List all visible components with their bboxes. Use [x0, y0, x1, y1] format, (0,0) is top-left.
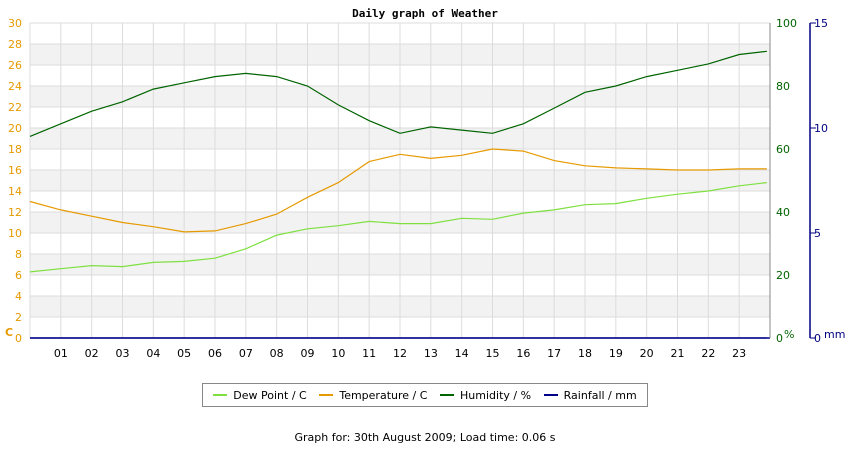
legend-item: Humidity / % — [440, 389, 531, 402]
y-left-tick-label: 2 — [15, 311, 22, 324]
legend-swatch — [440, 394, 455, 396]
y-right1-tick-label: 20 — [776, 269, 790, 282]
gridlines — [29, 22, 771, 339]
y-right2-tick-label: 10 — [814, 122, 828, 135]
y-right2-unit-label: mm — [824, 328, 845, 341]
x-tick-label: 14 — [455, 347, 469, 360]
x-tick-label: 09 — [301, 347, 315, 360]
legend-label: Temperature / C — [339, 388, 428, 402]
y-left-tick-label: 16 — [8, 164, 22, 177]
legend-item: Dew Point / C — [213, 388, 307, 402]
x-tick-label: 23 — [732, 347, 746, 360]
y-left-tick-label: 22 — [8, 101, 22, 114]
y-right2-tick-label: 5 — [814, 227, 821, 240]
x-tick-label: 05 — [177, 347, 191, 360]
x-tick-label: 17 — [547, 347, 561, 360]
y-left-tick-label: 28 — [8, 38, 22, 51]
x-tick-label: 15 — [486, 347, 500, 360]
y-right2-tick-label: 0 — [814, 332, 821, 345]
x-tick-label: 01 — [54, 347, 68, 360]
y-right1-tick-label: 0 — [776, 332, 783, 345]
y-right1-tick-label: 60 — [776, 143, 790, 156]
x-tick-label: 03 — [116, 347, 130, 360]
legend-label: Humidity / % — [460, 388, 532, 402]
x-tick-label: 10 — [331, 347, 345, 360]
legend-label: Dew Point / C — [233, 388, 307, 402]
x-tick-label: 16 — [516, 347, 530, 360]
x-tick-label: 04 — [146, 347, 160, 360]
y-left-tick-label: 4 — [15, 290, 22, 303]
y-left-tick-label: 8 — [15, 248, 22, 261]
x-tick-label: 12 — [393, 347, 407, 360]
x-tick-label: 18 — [578, 347, 592, 360]
x-tick-label: 11 — [362, 347, 376, 360]
x-tick-label: 19 — [609, 347, 623, 360]
x-tick-label: 07 — [239, 347, 253, 360]
legend-swatch — [543, 394, 558, 396]
legend: Dew Point / C Temperature / C Humidity / %… — [202, 383, 648, 407]
y-left-unit-label: C — [5, 326, 13, 339]
y-left-tick-label: 12 — [8, 206, 22, 219]
y-right1-tick-label: 100 — [776, 17, 797, 30]
legend-label: Rainfall / mm — [563, 388, 637, 402]
y-right1-tick-label: 80 — [776, 80, 790, 93]
y-left-tick-label: 20 — [8, 122, 22, 135]
y-left-tick-label: 18 — [8, 143, 22, 156]
x-tick-label: 13 — [424, 347, 438, 360]
series-line — [29, 148, 767, 233]
footer-text: Graph for: 30th August 2009; Load time: … — [294, 431, 556, 444]
x-tick-label: 22 — [701, 347, 715, 360]
x-tick-label: 20 — [640, 347, 654, 360]
x-tick-label: 08 — [270, 347, 284, 360]
legend-swatch — [213, 394, 228, 396]
chart-title: Daily graph of Weather — [352, 7, 498, 20]
y-left-tick-label: 6 — [15, 269, 22, 282]
y-right1-unit-label: % — [784, 328, 794, 341]
y-left-tick-label: 14 — [8, 185, 22, 198]
x-tick-label: 02 — [85, 347, 99, 360]
x-tick-label: 21 — [671, 347, 685, 360]
series-line — [29, 182, 767, 273]
legend-item: Rainfall / mm — [543, 388, 637, 402]
y-right1-tick-label: 40 — [776, 206, 790, 219]
x-tick-label: 06 — [208, 347, 222, 360]
y-left-tick-label: 30 — [8, 17, 22, 30]
y-left-tick-label: 24 — [8, 80, 22, 93]
y-right2-tick-label: 15 — [814, 17, 828, 30]
legend-item: Temperature / C — [319, 389, 427, 402]
y-left-tick-label: 10 — [8, 227, 22, 240]
y-left-tick-label: 0 — [15, 332, 22, 345]
y-left-tick-label: 26 — [8, 59, 22, 72]
legend-swatch — [319, 394, 334, 396]
series-line — [29, 50, 767, 137]
